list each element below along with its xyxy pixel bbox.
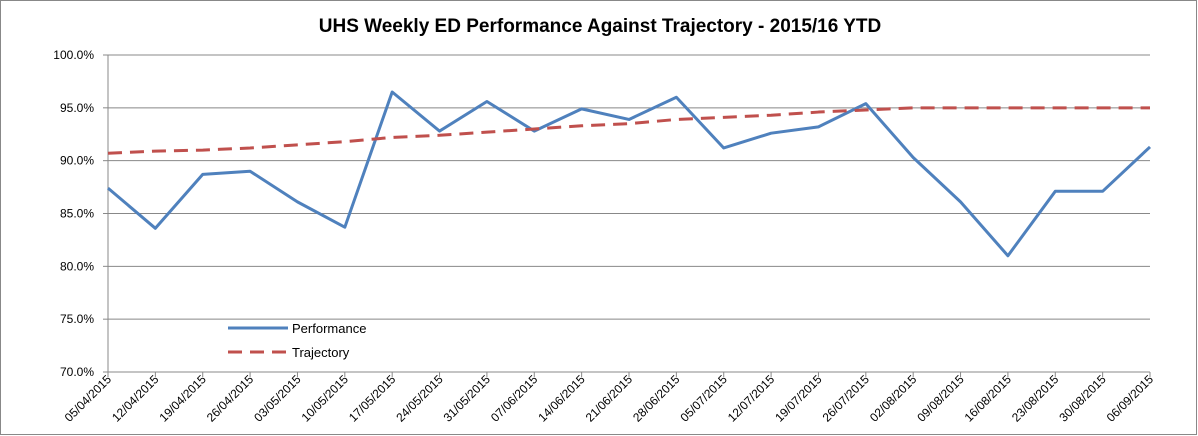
chart-title: UHS Weekly ED Performance Against Trajec…: [319, 16, 882, 37]
series-line: [107, 106, 1150, 155]
y-tick-label: 80.0%: [60, 259, 94, 273]
y-tick-label: 75.0%: [60, 312, 94, 326]
y-tick-label: 100.0%: [53, 48, 94, 62]
legend-label: Trajectory: [292, 345, 350, 360]
y-tick-label: 85.0%: [60, 207, 94, 221]
y-tick-label: 90.0%: [60, 154, 94, 168]
y-tick-label: 70.0%: [60, 365, 94, 379]
legend-label: Performance: [292, 321, 366, 336]
y-tick-label: 95.0%: [60, 101, 94, 115]
series-line: [107, 90, 1152, 258]
